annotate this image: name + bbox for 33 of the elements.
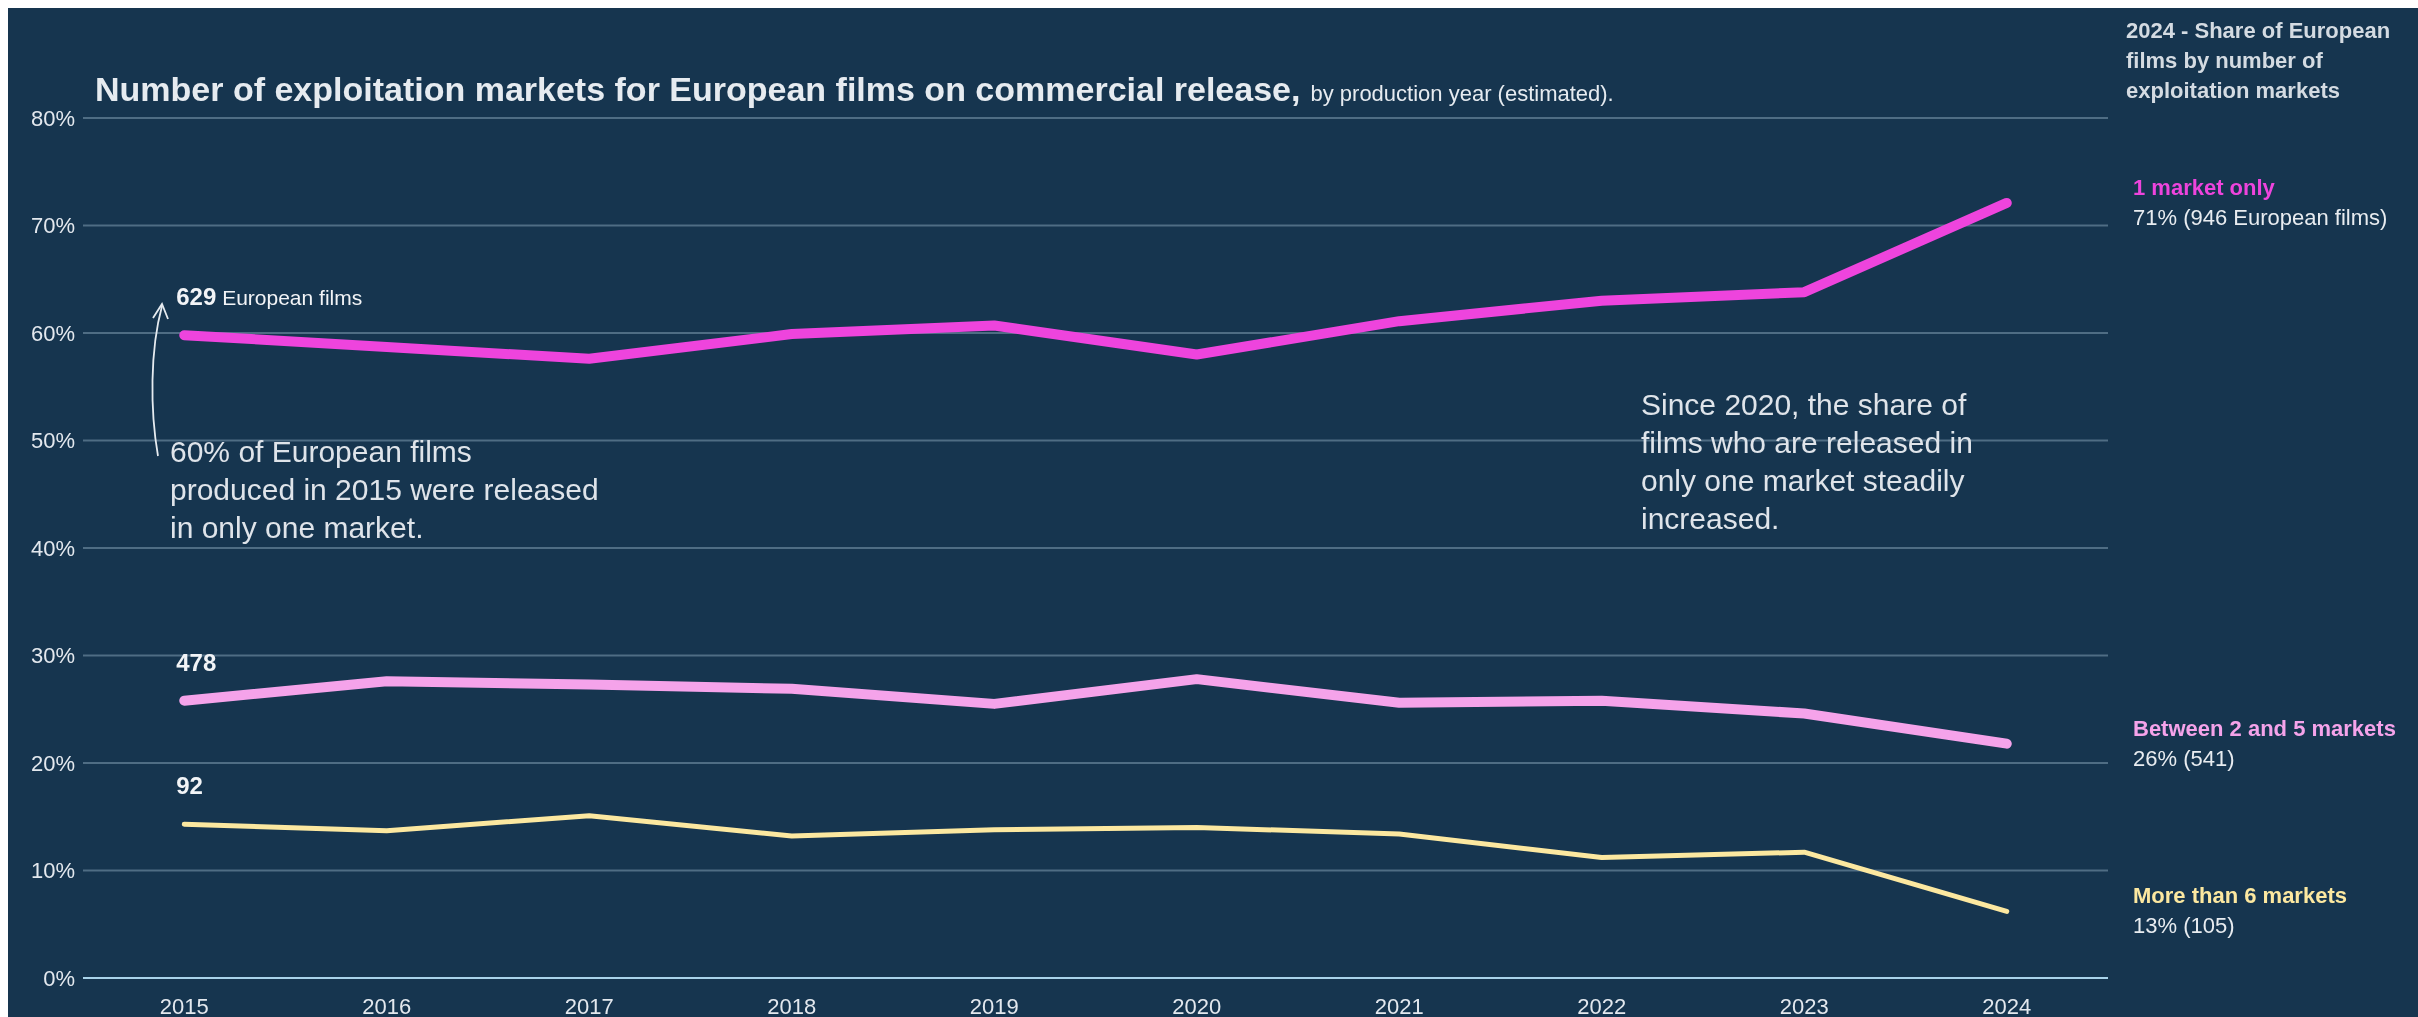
y-tick-label: 60%: [30, 320, 75, 346]
annotation: 629 European films: [176, 283, 363, 311]
x-tick-label: 2015: [159, 993, 209, 1017]
y-tick-label: 0%: [43, 965, 75, 991]
text: 13% (105): [2133, 912, 2236, 941]
x-tick-label: 2021: [1374, 993, 1424, 1017]
text: 26% (541): [2133, 744, 2236, 773]
x-tick-label: 2019: [969, 993, 1019, 1017]
legend-title: 2024 - Share of European films by number of exploitation markets: [2126, 17, 2392, 105]
chart-title: Number of exploitation markets for European films on commercial release,: [95, 70, 1301, 108]
y-tick-label: 50%: [30, 428, 75, 454]
x-tick-label: 2016: [362, 993, 412, 1017]
x-tick-label: 2022: [1577, 993, 1627, 1017]
y-tick-label: 20%: [30, 750, 75, 776]
y-tick-label: 70%: [30, 213, 75, 239]
text: 1 market only: [2133, 173, 2276, 202]
y-tick-label: 30%: [30, 643, 75, 669]
x-tick-label: 2023: [1779, 993, 1829, 1017]
text: Between 2 and 5 markets: [2133, 714, 2397, 743]
x-tick-label: 2018: [767, 993, 817, 1017]
annotation: 92: [176, 772, 203, 800]
x-tick-label: 2020: [1172, 993, 1222, 1017]
annotation: 60% of European films produced in 2015 were released in only one market.: [170, 434, 600, 546]
text: More than 6 markets: [2133, 882, 2348, 911]
y-tick-label: 10%: [30, 858, 75, 884]
chart-subtitle: by production year (estimated).: [1310, 81, 1614, 106]
annotation: Since 2020, the share of films who are released in only one market steadily increased.: [1641, 387, 1974, 537]
x-tick-label: 2017: [564, 993, 614, 1017]
y-tick-label: 80%: [30, 105, 75, 131]
y-tick-label: 40%: [30, 535, 75, 561]
x-tick-label: 2024: [1982, 993, 2032, 1017]
annotation: 478: [176, 648, 217, 676]
text: 71% (946 European films): [2133, 203, 2389, 232]
